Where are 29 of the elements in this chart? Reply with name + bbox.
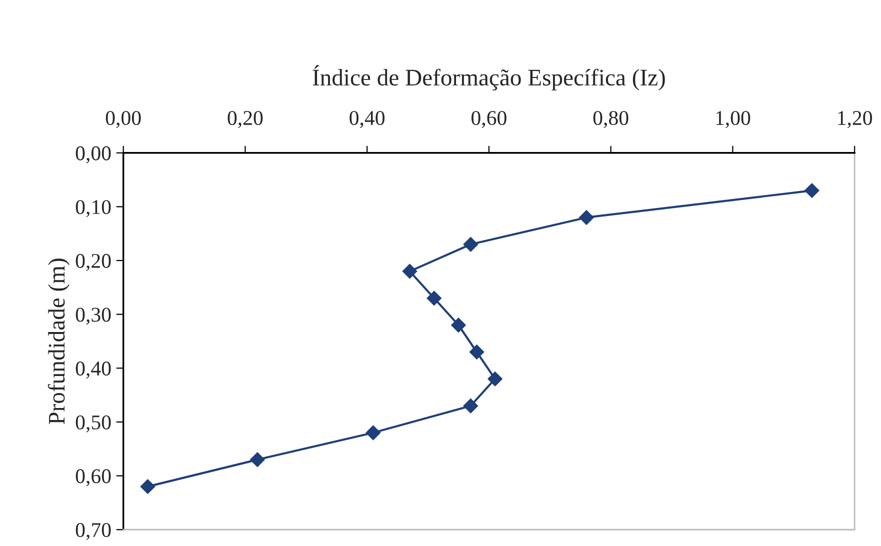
x-tick-label: 0,20: [228, 110, 263, 128]
point: [804, 183, 820, 198]
point: [140, 479, 156, 494]
point: [250, 452, 265, 468]
point: [469, 344, 484, 360]
y-tick-label: 0,00: [76, 146, 111, 164]
x-tick-label: 1,00: [716, 110, 750, 128]
x-tick-label: 0,00: [106, 110, 141, 128]
x-axis-title: Índice de Deformação Específica (Iz): [312, 65, 665, 90]
point: [463, 398, 478, 414]
point: [366, 425, 381, 440]
point: [402, 264, 418, 279]
x-tick-label: 0,60: [472, 110, 506, 128]
y-tick-label: 0,70: [76, 522, 111, 540]
x-tick-label: 0,40: [350, 110, 385, 128]
y-tick-label: 0,40: [76, 362, 111, 379]
point: [451, 318, 466, 332]
y-tick-label: 0,30: [76, 308, 111, 325]
y-tick-label: 0,10: [76, 200, 111, 218]
point: [579, 210, 594, 225]
y-axis-title: Profundidade (m): [48, 258, 70, 424]
point: [426, 290, 442, 306]
y-tick-label: 0,60: [76, 469, 111, 486]
x-tick-label: 1,20: [838, 110, 872, 128]
y-tick-label: 0,50: [76, 415, 111, 432]
y-tick-label: 0,20: [76, 254, 111, 271]
point: [463, 236, 478, 252]
x-tick-label: 0,80: [593, 110, 628, 128]
point: [488, 372, 502, 386]
